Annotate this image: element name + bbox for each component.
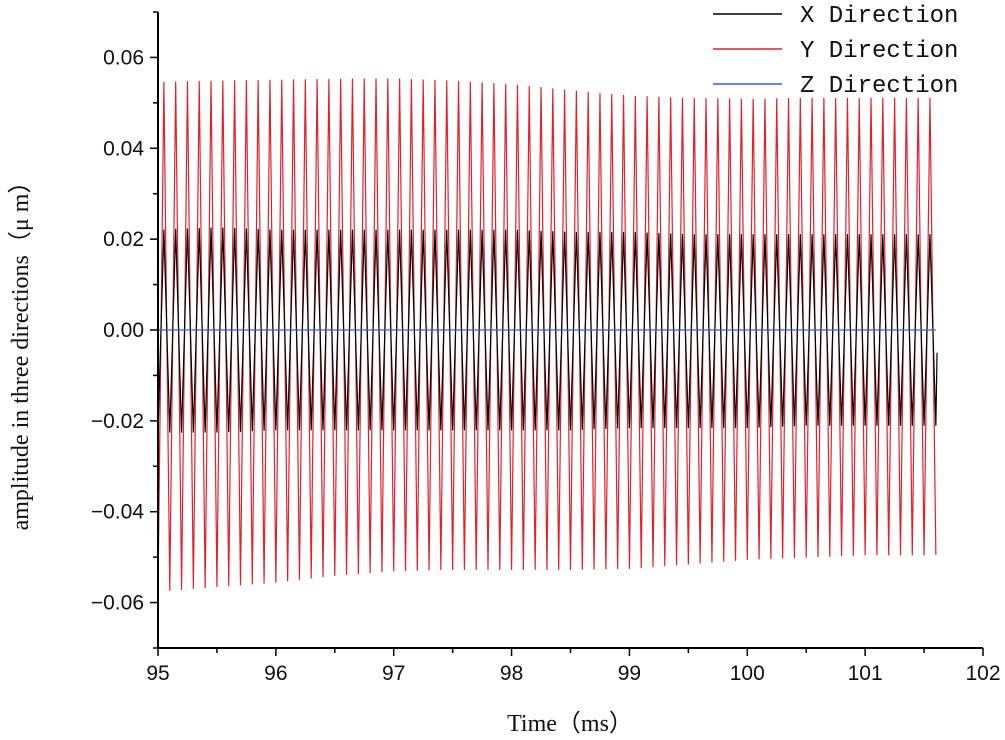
legend-label-z-direction: Z Direction <box>800 73 958 100</box>
series-line-x-direction <box>157 227 938 433</box>
y-tick-label: −0.06 <box>91 592 144 615</box>
plot-lines <box>157 78 938 592</box>
x-tick-label: 96 <box>264 662 287 685</box>
y-tick-label: −0.04 <box>91 501 144 524</box>
y-axis-ticks: −0.06 −0.04 −0.02 0.00 0.02 0.04 0.06 <box>91 11 158 649</box>
y-tick-label: 0.06 <box>103 46 144 69</box>
y-tick-label: 0.00 <box>103 319 144 342</box>
series-line-y-direction <box>157 78 937 592</box>
x-tick-label: 102 <box>965 662 1000 685</box>
legend: X Direction Y Direction Z Direction <box>713 3 958 100</box>
legend-label-x-direction: X Direction <box>800 3 958 30</box>
x-tick-label: 98 <box>500 662 523 685</box>
x-tick-label: 97 <box>382 662 405 685</box>
y-tick-label: 0.02 <box>103 228 144 251</box>
x-axis-title: Time（ms） <box>507 711 633 737</box>
y-tick-label: 0.04 <box>103 137 144 160</box>
x-tick-label: 101 <box>848 662 883 685</box>
y-axis-title: amplitude in three directions（μ m） <box>8 170 34 531</box>
x-axis-ticks: 95 96 97 98 99 100 101 102 <box>146 648 1001 685</box>
legend-label-y-direction: Y Direction <box>800 38 958 65</box>
x-tick-label: 100 <box>730 662 765 685</box>
y-tick-label: −0.02 <box>91 410 144 433</box>
x-tick-label: 95 <box>146 662 169 685</box>
x-tick-label: 99 <box>618 662 641 685</box>
